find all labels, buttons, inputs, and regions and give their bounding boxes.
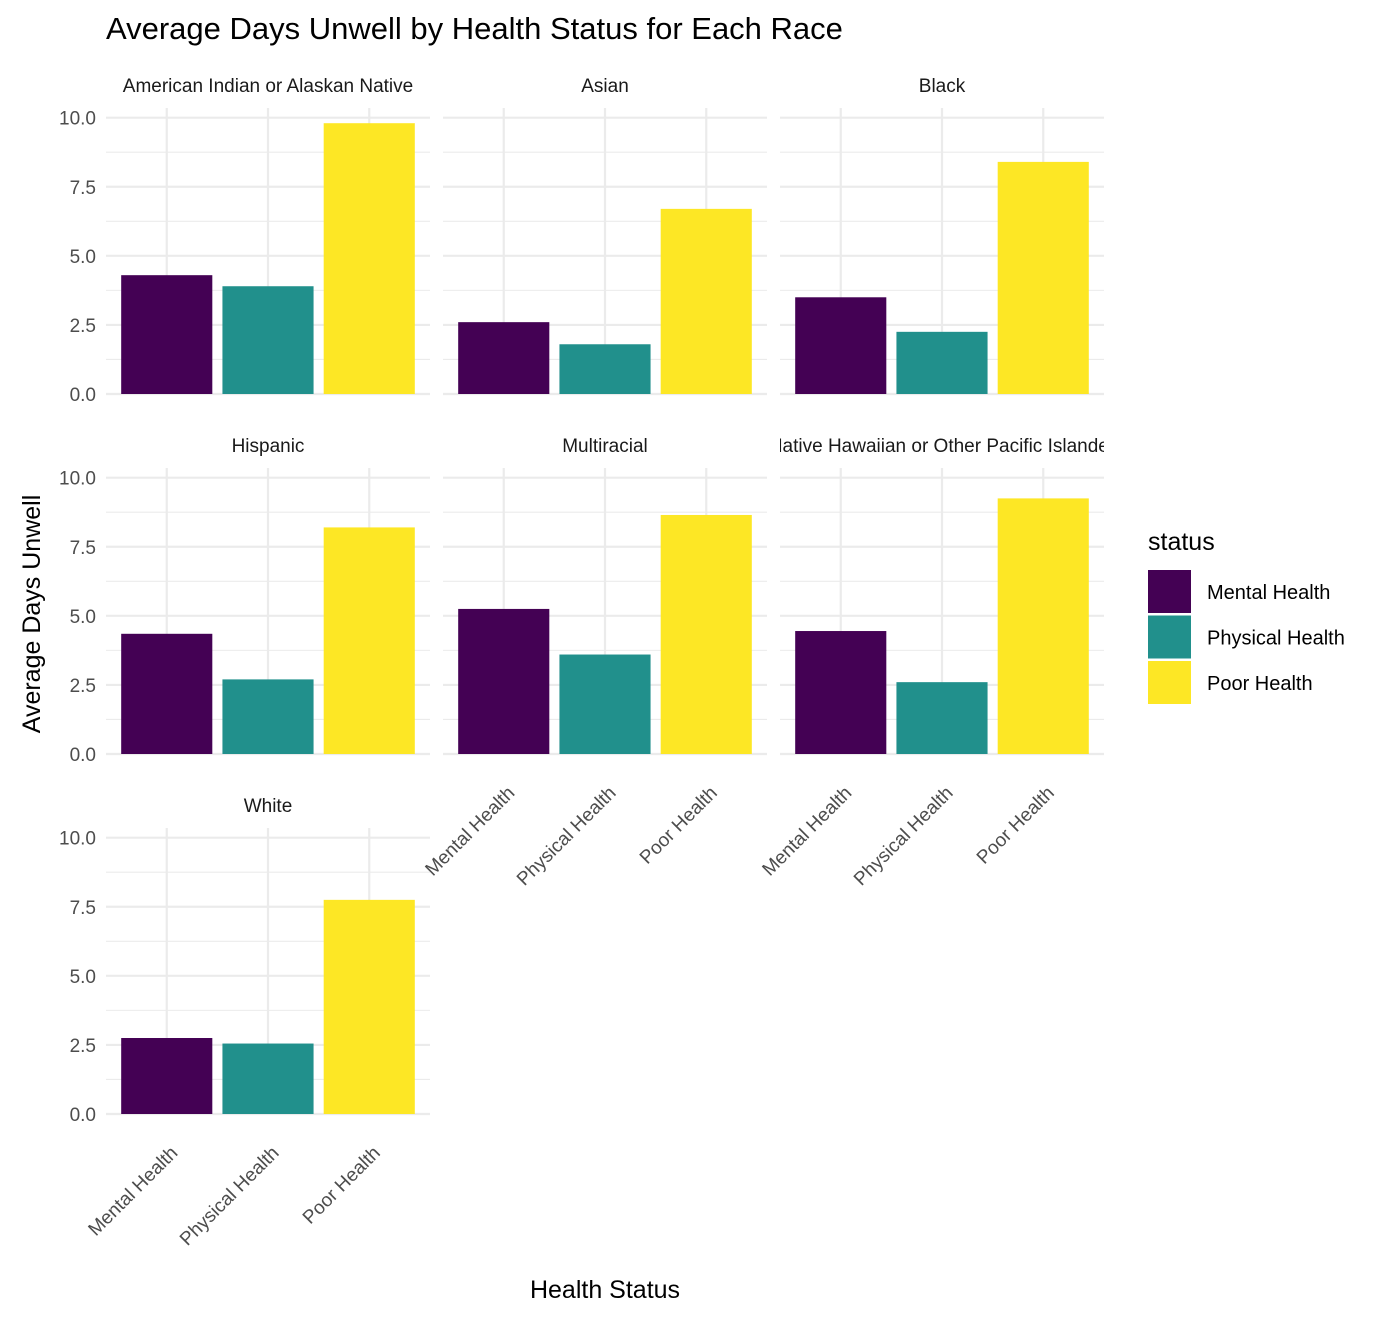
legend: status Mental Health Physical Health Poor … (1148, 528, 1345, 704)
legend-label: Poor Health (1207, 673, 1313, 695)
y-tick-label: 2.5 (70, 676, 96, 697)
facet-hispanic: Hispanic 0.0 2.5 5.0 7.5 10.0 (59, 436, 430, 766)
facet-strip-label: Black (919, 76, 966, 97)
x-tick-label: Poor Health (973, 783, 1059, 869)
bar-poor-health (323, 899, 415, 1114)
facet-panels: American Indian or Alaskan Native 0.0 2.5 5… (59, 76, 1116, 1250)
bar-poor-health (660, 514, 752, 754)
bar-mental-health (458, 608, 550, 754)
x-tick-label: Poor Health (299, 1143, 385, 1229)
y-tick-label: 2.5 (70, 1036, 96, 1057)
facet-strip-label: Hispanic (232, 436, 305, 457)
y-tick-label: 10.0 (59, 469, 96, 490)
x-tick-label: Physical Health (176, 1143, 283, 1250)
facet-strip-label: Multiracial (562, 436, 648, 457)
bar-physical-health (559, 344, 651, 394)
facet-black: Black (780, 76, 1104, 396)
bar-mental-health (121, 275, 213, 394)
y-tick-label: 0.0 (70, 385, 96, 406)
bar-physical-health (222, 1043, 314, 1114)
y-tick-label: 5.0 (70, 607, 96, 628)
y-tick-label: 10.0 (59, 109, 96, 130)
bar-physical-health (559, 654, 651, 754)
bar-mental-health (458, 322, 550, 394)
x-tick-label: Mental Health (85, 1143, 183, 1241)
facet-native-hawaiian-or-other-pacific-islander: Native Hawaiian or Other Pacific Islande… (759, 436, 1116, 890)
legend-label: Physical Health (1207, 628, 1345, 650)
y-tick-label: 7.5 (70, 538, 96, 559)
facet-american-indian-or-alaskan-native: American Indian or Alaskan Native 0.0 2.5 5… (59, 76, 430, 406)
y-tick-label: 2.5 (70, 316, 96, 337)
bar-poor-health (997, 498, 1089, 754)
legend-swatch (1148, 570, 1191, 613)
y-axis-title: Average Days Unwell (18, 495, 46, 734)
facet-asian: Asian (443, 76, 767, 396)
bar-physical-health (896, 331, 988, 394)
y-tick-label: 7.5 (70, 898, 96, 919)
bar-mental-health (121, 1038, 213, 1114)
bar-poor-health (660, 208, 752, 394)
facet-strip-label: Asian (581, 76, 629, 97)
bar-mental-health (121, 633, 213, 754)
y-tick-label: 10.0 (59, 829, 96, 850)
y-tick-label: 7.5 (70, 178, 96, 199)
bar-physical-health (222, 286, 314, 394)
x-tick-label: Mental Health (422, 783, 520, 881)
x-axis-title: Health Status (530, 1276, 680, 1304)
bar-mental-health (795, 297, 887, 394)
x-tick-label: Physical Health (513, 783, 620, 890)
facet-strip-label: Native Hawaiian or Other Pacific Islande… (769, 436, 1116, 457)
legend-title: status (1148, 528, 1215, 556)
bar-physical-health (222, 679, 314, 754)
bar-physical-health (896, 682, 988, 754)
y-tick-label: 5.0 (70, 967, 96, 988)
facet-strip-label: White (244, 796, 293, 817)
x-tick-label: Mental Health (759, 783, 857, 881)
facet-white: White 0.0 2.5 5.0 7.5 10.0 Mental HealthPhysic… (59, 796, 430, 1250)
legend-item-physical-health: Physical Health (1148, 615, 1345, 659)
legend-item-poor-health: Poor Health (1148, 661, 1313, 704)
facet-strip-label: American Indian or Alaskan Native (123, 76, 413, 97)
bar-poor-health (997, 161, 1089, 394)
bar-poor-health (323, 527, 415, 754)
bar-mental-health (795, 631, 887, 754)
legend-swatch (1148, 661, 1191, 704)
legend-item-mental-health: Mental Health (1148, 570, 1330, 613)
legend-swatch (1148, 615, 1191, 659)
y-tick-label: 0.0 (70, 1105, 96, 1126)
y-tick-label: 5.0 (70, 247, 96, 268)
legend-label: Mental Health (1207, 582, 1330, 604)
y-tick-label: 0.0 (70, 745, 96, 766)
bar-poor-health (323, 123, 415, 395)
chart-title: Average Days Unwell by Health Status for… (106, 11, 843, 46)
x-tick-label: Physical Health (850, 783, 957, 890)
x-tick-label: Poor Health (636, 783, 722, 869)
